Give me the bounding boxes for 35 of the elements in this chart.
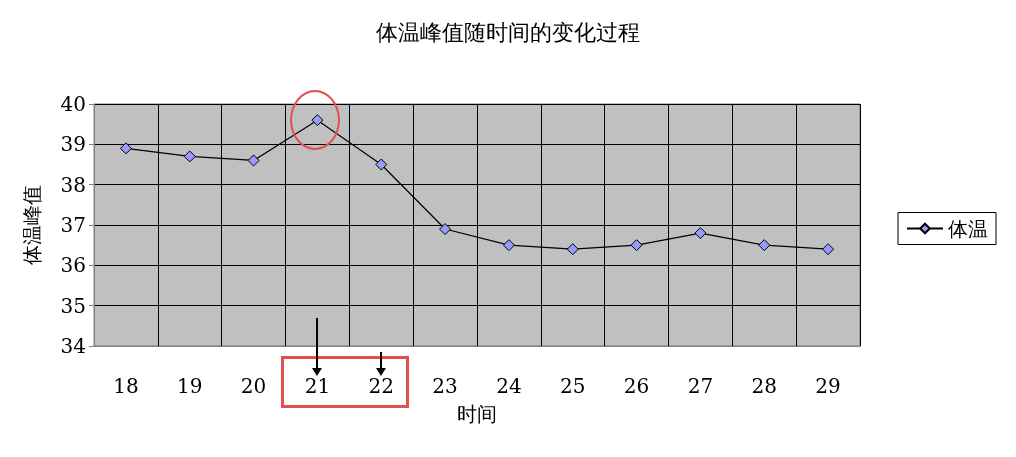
x-tick-label: 27 <box>687 374 714 398</box>
x-tick-label: 19 <box>177 374 203 398</box>
point <box>758 239 771 252</box>
x-tick-label: 20 <box>240 374 267 398</box>
y-tick-label: 39 <box>60 132 86 157</box>
y-axis-title: 体温峰值 <box>20 185 44 265</box>
point <box>630 239 643 252</box>
x-tick-label: 24 <box>496 374 522 398</box>
point <box>183 150 196 163</box>
y-tick-label: 40 <box>60 92 86 116</box>
point <box>247 154 260 167</box>
x-axis-title: 时间 <box>457 402 497 426</box>
point <box>822 243 835 256</box>
y-tick-label: 37 <box>60 213 86 237</box>
x-tick-label: 28 <box>751 374 777 398</box>
x-tick-label: 25 <box>560 374 586 398</box>
point <box>119 142 132 155</box>
y-tick-label: 35 <box>60 293 86 318</box>
point <box>502 239 515 252</box>
y-tick-label: 38 <box>60 172 86 197</box>
x-tick-label: 23 <box>432 374 458 398</box>
x-tick-label: 21 <box>304 374 331 398</box>
y-tick-label: 36 <box>60 253 86 278</box>
x-tick-label: 22 <box>368 374 394 398</box>
point <box>311 114 324 127</box>
x-tick-label: 26 <box>623 374 650 398</box>
x-tick-label: 29 <box>815 374 841 398</box>
chart-title: 体温峰值随时间的变化过程 <box>376 19 640 45</box>
point <box>439 223 452 236</box>
x-tick-label: 18 <box>113 374 139 398</box>
legend-label: 体温 <box>948 216 988 241</box>
point <box>566 243 579 256</box>
y-tick-label: 34 <box>60 334 86 358</box>
point <box>694 227 707 240</box>
point <box>375 158 388 171</box>
